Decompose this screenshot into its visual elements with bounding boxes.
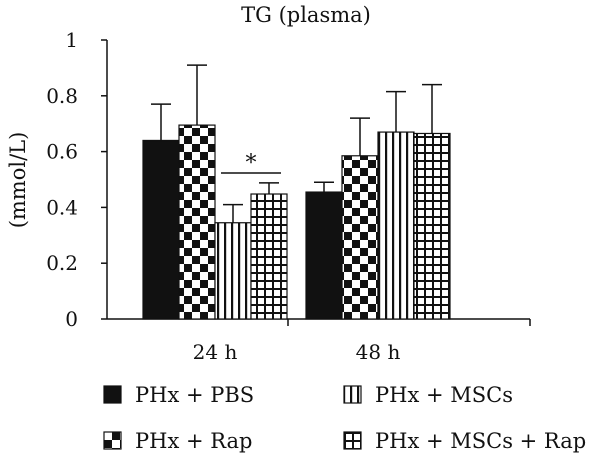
legend-swatch (103, 431, 122, 450)
bar (341, 155, 379, 320)
legend-item: PHx + PBS (103, 383, 254, 407)
significance-marker: * (246, 151, 257, 176)
y-tick-label: 0.6 (46, 140, 78, 164)
legend-label: PHx + PBS (135, 383, 254, 407)
legend-label: PHx + MSCs (375, 383, 513, 407)
y-tick-label: 0.4 (46, 195, 78, 219)
legend-label: PHx + MSCs + Rap (375, 429, 586, 453)
bar (377, 131, 415, 320)
x-tick-label: 48 h (356, 340, 401, 364)
bar (305, 191, 343, 320)
y-tick-label: 0.8 (46, 84, 78, 108)
y-tick-label: 1 (65, 28, 78, 52)
plot-area: 0 0.2 0.4 0.6 0.8 1 24 h 48 h * (46, 28, 531, 364)
legend: PHx + PBS PHx + MSCs PHx + Rap PHx + MSCs +… (103, 383, 586, 453)
legend-label: PHx + Rap (135, 429, 253, 453)
legend-item: PHx + MSCs (343, 383, 513, 407)
y-tick-label: 0.2 (46, 251, 78, 275)
legend-item: PHx + MSCs + Rap (343, 429, 586, 453)
bar (250, 193, 288, 320)
legend-swatch (103, 385, 122, 404)
y-axis-label: (mmol/L) (6, 132, 30, 229)
x-tick-label: 24 h (193, 340, 238, 364)
chart-title: TG (plasma) (241, 3, 371, 27)
legend-item: PHx + Rap (103, 429, 253, 453)
bar (413, 132, 451, 320)
legend-swatch (343, 431, 362, 450)
y-tick-label: 0 (65, 307, 78, 331)
bar (142, 139, 180, 320)
bar (178, 124, 216, 320)
bar (214, 222, 252, 320)
legend-swatch (343, 385, 362, 404)
